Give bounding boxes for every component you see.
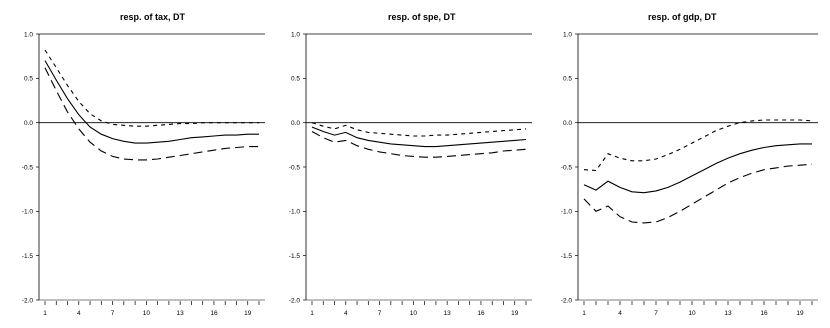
y-tick-label: 1.0 xyxy=(291,31,300,38)
series-lower-line xyxy=(311,131,527,158)
y-tick-label: -0.5 xyxy=(561,164,573,171)
panel-2: resp. of spe, DT 1.0 0.5 0.0 -0.5 -1.0 -1.5 -2.… xyxy=(289,12,532,317)
x-tick-label: 1 xyxy=(582,310,586,317)
x-tick-label: 13 xyxy=(444,310,452,317)
x-tick-label: 1 xyxy=(43,310,47,317)
y-tick-label: -2.0 xyxy=(289,297,301,304)
x-tick-label: 19 xyxy=(796,310,804,317)
series-point-line xyxy=(583,143,812,194)
x-tick-label: 4 xyxy=(344,310,348,317)
series-upper-line xyxy=(44,49,259,127)
x-tick-label: 16 xyxy=(477,310,485,317)
x-tick-label: 13 xyxy=(724,310,732,317)
y-tick-label: -0.5 xyxy=(22,164,34,171)
y-tick-label: -0.5 xyxy=(289,164,301,171)
y-tick-label: 0.5 xyxy=(24,76,33,83)
x-tick-label: 7 xyxy=(111,310,115,317)
x-tick-label: 10 xyxy=(688,310,696,317)
y-tick-label: -1.0 xyxy=(22,209,34,216)
series-lower-line xyxy=(44,67,259,161)
series-upper-line xyxy=(583,119,813,172)
series-point-line xyxy=(44,60,259,144)
y-tick-label: -1.5 xyxy=(561,253,573,260)
y-tick-label: -1.0 xyxy=(289,209,301,216)
x-tick-label: 1 xyxy=(310,310,314,317)
y-tick-label: -1.5 xyxy=(22,253,34,260)
panel-3: resp. of gdp, DT 1.0 0.5 0.0 -0.5 -1.0 -1.5 -2.… xyxy=(561,12,818,317)
panel-title: resp. of tax, DT xyxy=(120,12,186,22)
x-tick-label: 10 xyxy=(143,310,151,317)
x-tick-label: 4 xyxy=(77,310,81,317)
x-tick-label: 19 xyxy=(244,310,252,317)
series-point-line xyxy=(311,126,527,148)
x-tick-label: 7 xyxy=(378,310,382,317)
x-tick-label: 13 xyxy=(177,310,185,317)
x-tick-label: 4 xyxy=(618,310,622,317)
y-tick-label: -2.0 xyxy=(561,297,573,304)
y-tick-label: -2.0 xyxy=(22,297,34,304)
y-tick-label: 0.5 xyxy=(291,76,300,83)
panel-title: resp. of gdp, DT xyxy=(648,12,717,22)
x-tick-label: 7 xyxy=(654,310,658,317)
series-upper-line xyxy=(311,122,527,137)
y-tick-label: -1.0 xyxy=(561,209,573,216)
panel-1: resp. of tax, DT 1.0 0.5 0.0 -0.5 -1.0 -1.5 -2.… xyxy=(22,12,265,317)
y-tick-label: 1.0 xyxy=(24,31,33,38)
y-tick-label: 0.0 xyxy=(291,120,300,127)
series-lower-line xyxy=(583,163,813,224)
x-tick-label: 10 xyxy=(410,310,418,317)
y-tick-label: 0.0 xyxy=(563,120,572,127)
y-tick-label: -1.5 xyxy=(289,253,301,260)
x-tick-label: 16 xyxy=(760,310,768,317)
y-tick-label: 0.0 xyxy=(24,120,33,127)
x-tick-label: 16 xyxy=(210,310,218,317)
y-tick-label: 0.5 xyxy=(563,76,572,83)
x-tick-label: 19 xyxy=(511,310,519,317)
panel-title: resp. of spe, DT xyxy=(388,12,456,22)
y-tick-label: 1.0 xyxy=(563,31,572,38)
